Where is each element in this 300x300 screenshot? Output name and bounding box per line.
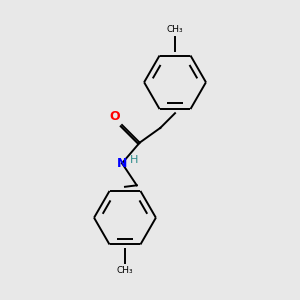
Text: N: N bbox=[117, 157, 127, 170]
Text: H: H bbox=[130, 155, 139, 165]
Text: CH₃: CH₃ bbox=[167, 25, 183, 34]
Text: O: O bbox=[110, 110, 120, 124]
Text: CH₃: CH₃ bbox=[117, 266, 133, 275]
